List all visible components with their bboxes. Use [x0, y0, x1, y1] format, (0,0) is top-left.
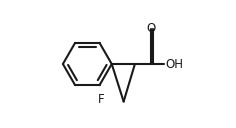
Text: OH: OH	[165, 57, 183, 71]
Text: O: O	[146, 22, 155, 35]
Text: F: F	[97, 93, 104, 106]
